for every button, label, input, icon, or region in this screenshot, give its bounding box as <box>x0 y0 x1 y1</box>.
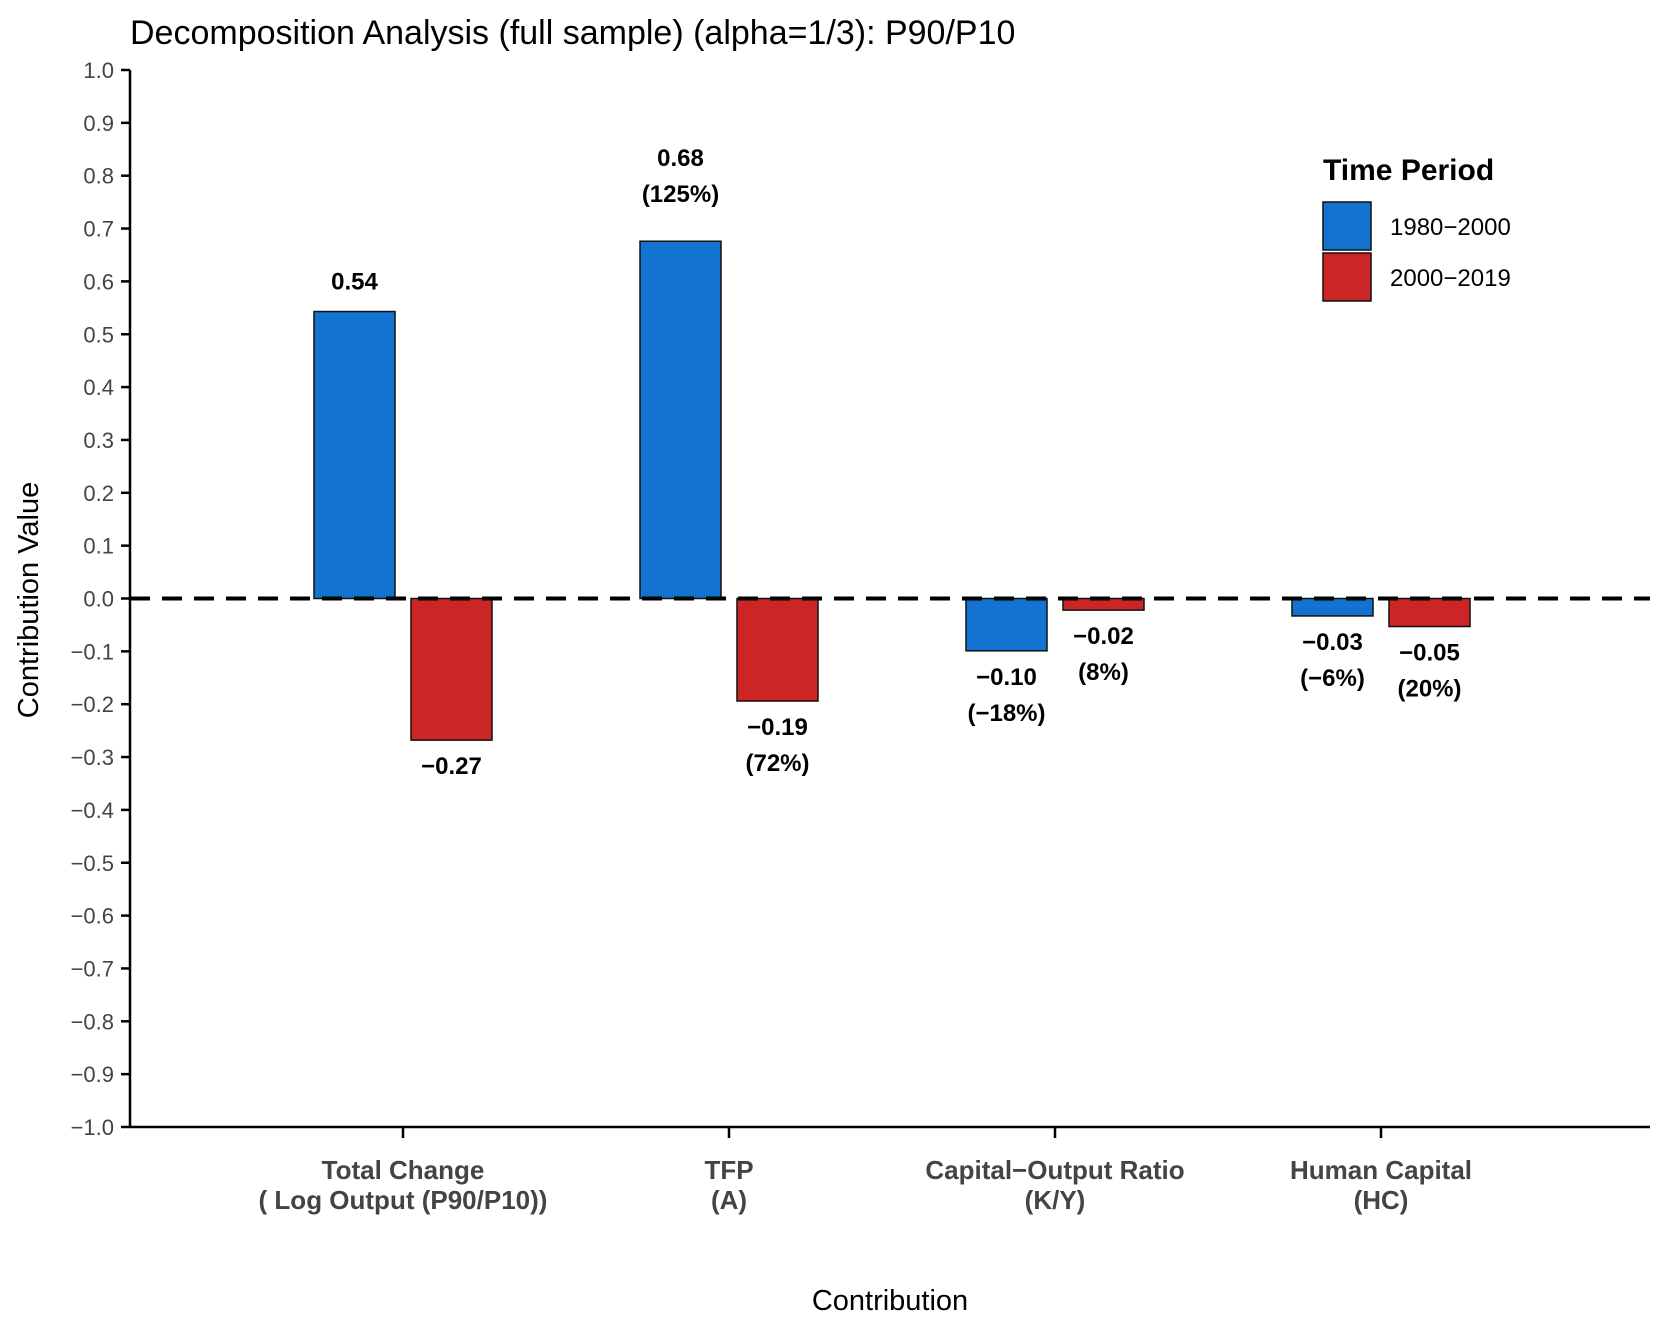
bar-percent-label: (72%) <box>745 750 809 777</box>
x-tick-label: Human Capital <box>1290 1155 1472 1185</box>
y-tick-label: 1.0 <box>83 58 114 83</box>
bar <box>1388 597 1471 628</box>
bar-value-label: −0.02 <box>1073 623 1134 650</box>
y-tick-label: 0.6 <box>83 269 114 294</box>
y-tick-label: 0.1 <box>83 534 114 559</box>
bar-value-label: −0.27 <box>421 753 482 780</box>
bar-percent-label: (8%) <box>1078 659 1129 686</box>
y-tick-label: 0.4 <box>83 375 114 400</box>
legend: Time Period 1980−2000 2000−2019 <box>1322 154 1511 302</box>
bar-value-label: −0.05 <box>1399 640 1460 667</box>
y-tick-label: −0.6 <box>71 904 114 929</box>
bar <box>313 310 396 600</box>
y-tick-label: −0.2 <box>71 692 114 717</box>
bar-percent-label: (20%) <box>1397 676 1461 703</box>
bar-value-label: −0.03 <box>1302 629 1363 656</box>
x-tick-label-sub: ( Log Output (P90/P10)) <box>259 1185 548 1215</box>
x-tick-label: Total Change <box>322 1155 485 1185</box>
bar-value-label: 0.54 <box>331 269 378 296</box>
y-tick-label: −1.0 <box>71 1115 114 1140</box>
bar <box>1291 597 1374 617</box>
y-tick-label: −0.1 <box>71 639 114 664</box>
x-tick-label: TFP <box>704 1155 753 1185</box>
y-axis-title: Contribution Value <box>13 482 45 718</box>
x-tick-label-sub: (A) <box>711 1185 747 1215</box>
y-tick-label: 0.9 <box>83 111 114 136</box>
y-tick-label: −0.7 <box>71 956 114 981</box>
y-tick-label: −0.4 <box>71 798 114 823</box>
y-tick-label: −0.9 <box>71 1062 114 1087</box>
legend-label: 2000−2019 <box>1390 265 1511 292</box>
y-tick-label: 0.0 <box>83 587 114 612</box>
y-tick-label: 0.3 <box>83 428 114 453</box>
bar <box>639 240 722 600</box>
x-tick-label-sub: (K/Y) <box>1025 1185 1086 1215</box>
y-tick-label: 0.2 <box>83 481 114 506</box>
bar-value-label: 0.68 <box>657 145 704 172</box>
y-tick-label: −0.5 <box>71 851 114 876</box>
bar <box>410 597 493 741</box>
bar-percent-label: (−18%) <box>967 700 1045 727</box>
x-axis-title: Contribution <box>812 1285 968 1317</box>
y-axis-ticks: 1.0 0.9 0.8 0.7 0.6 0.5 0.4 0.3 0.2 0.1 0.0 −0.1 −0.… <box>71 58 130 1140</box>
bar-percent-label: (−6%) <box>1300 665 1365 692</box>
legend-swatch <box>1322 252 1372 302</box>
y-tick-label: −0.3 <box>71 745 114 770</box>
x-tick-label: Capital−Output Ratio <box>925 1155 1184 1185</box>
bar-value-label: −0.19 <box>747 714 808 741</box>
bar <box>965 597 1048 652</box>
x-tick-label-sub: (HC) <box>1354 1185 1409 1215</box>
y-tick-label: 0.5 <box>83 322 114 347</box>
y-tick-label: 0.7 <box>83 217 114 242</box>
y-tick-label: −0.8 <box>71 1009 114 1034</box>
legend-title: Time Period <box>1323 154 1494 187</box>
legend-swatch <box>1322 201 1372 251</box>
bar-value-label: −0.10 <box>976 664 1037 691</box>
chart-title: Decomposition Analysis (full sample) (al… <box>130 14 1015 52</box>
y-tick-label: 0.8 <box>83 164 114 189</box>
bar <box>736 597 819 702</box>
bar-labels: 0.54 −0.27 0.68 (125%) −0.19 (72%) −0.10 (−18%)… <box>331 145 1461 780</box>
x-axis-ticks: Total Change( Log Output (P90/P10)) TFP(A… <box>259 1127 1472 1215</box>
bars <box>313 240 1471 741</box>
legend-label: 1980−2000 <box>1390 214 1511 241</box>
bar-percent-label: (125%) <box>642 181 719 208</box>
